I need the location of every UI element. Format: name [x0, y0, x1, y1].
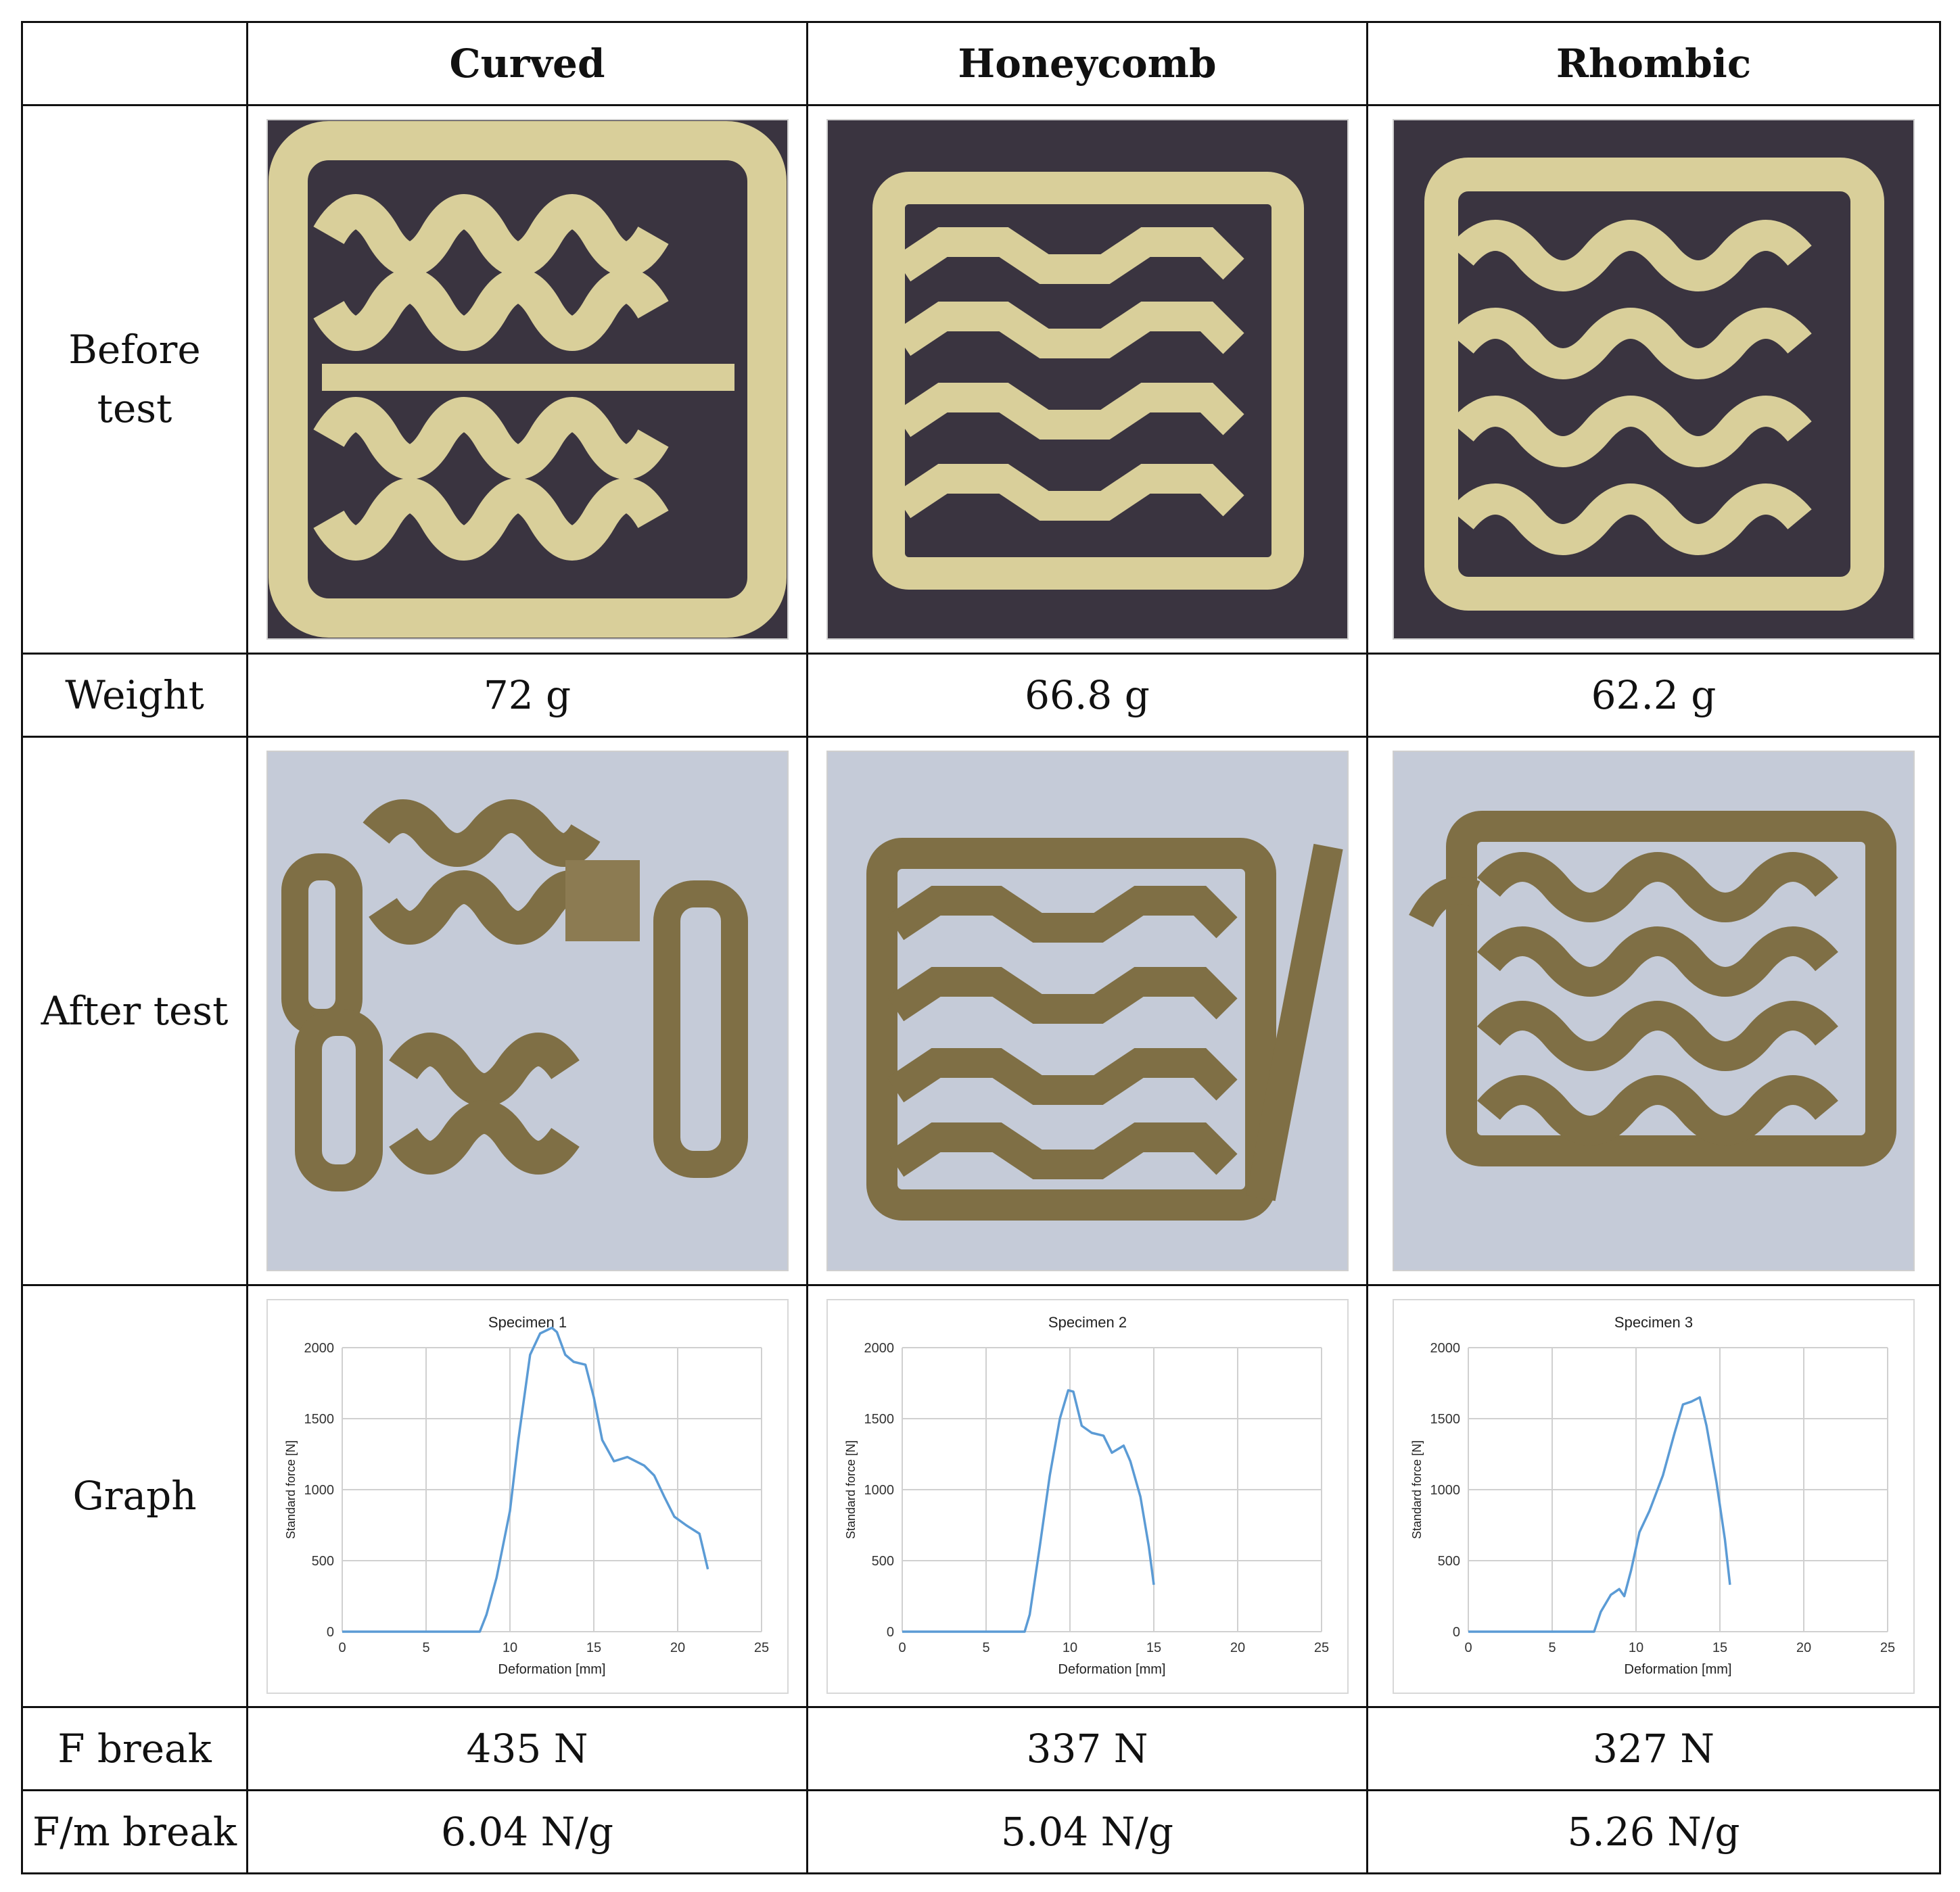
- f-break-honeycomb: 337 N: [806, 1706, 1368, 1791]
- f-break-rhombic: 327 N: [1366, 1706, 1941, 1791]
- x-axis-label: Deformation [mm]: [1625, 1662, 1732, 1677]
- y-tick-label: 500: [311, 1554, 333, 1569]
- y-tick-label: 2000: [864, 1341, 894, 1356]
- after-photo-cell-rhombic: [1366, 736, 1941, 1286]
- chart-title: Specimen 1: [488, 1314, 566, 1331]
- header-row: Curved Honeycomb Rhombic: [21, 21, 1941, 106]
- header-honeycomb: Honeycomb: [806, 21, 1368, 106]
- y-tick-label: 1500: [864, 1412, 894, 1427]
- x-tick-label: 15: [586, 1640, 601, 1655]
- y-tick-label: 500: [871, 1554, 893, 1569]
- y-tick-label: 2000: [304, 1341, 334, 1356]
- graph-label: Graph: [21, 1284, 248, 1708]
- after-photo-cell-curved: [246, 736, 808, 1286]
- y-tick-label: 1000: [864, 1483, 894, 1498]
- f-break-curved: 435 N: [246, 1706, 808, 1791]
- graph-cell-honeycomb: 0 500 1000 1500 2000 0 5 10 15 20 25 Specimen 2 Defo…: [806, 1284, 1368, 1708]
- weight-row: Weight 72 g 66.8 g 62.2 g: [21, 653, 1941, 738]
- x-tick-label: 0: [898, 1640, 906, 1655]
- x-tick-label: 20: [1230, 1640, 1244, 1655]
- y-tick-label: 1500: [304, 1412, 334, 1427]
- curved-after-photo: [266, 751, 789, 1271]
- rhombic-before-photo: [1393, 119, 1915, 640]
- weight-curved: 72 g: [246, 653, 808, 738]
- curved-before-photo: [266, 119, 789, 640]
- x-tick-label: 10: [1629, 1640, 1643, 1655]
- x-tick-label: 0: [1464, 1640, 1472, 1655]
- y-tick-label: 0: [886, 1625, 893, 1640]
- f-break-row: F break 435 N 337 N 327 N: [21, 1706, 1941, 1791]
- header-rhombic: Rhombic: [1366, 21, 1941, 106]
- fm-break-rhombic: 5.26 N/g: [1366, 1789, 1941, 1874]
- graph-cell-curved: 0 500 1000 1500 2000 0 5 10 15 20 25 Specimen 1 Defo…: [246, 1284, 808, 1708]
- x-tick-label: 10: [502, 1640, 517, 1655]
- honeycomb-before-photo: [826, 119, 1349, 640]
- y-tick-label: 0: [326, 1625, 333, 1640]
- chart-title: Specimen 2: [1048, 1314, 1126, 1331]
- y-tick-label: 0: [1453, 1625, 1460, 1640]
- x-tick-label: 5: [982, 1640, 989, 1655]
- weight-rhombic: 62.2 g: [1366, 653, 1941, 738]
- x-tick-label: 5: [1548, 1640, 1556, 1655]
- graph-row: Graph 0 500 1000 1500 2000 0 5 10 15 20 25 Specimen…: [21, 1284, 1941, 1708]
- x-tick-label: 15: [1146, 1640, 1161, 1655]
- y-tick-label: 1000: [1430, 1483, 1461, 1498]
- before-test-label-line1: Before: [68, 327, 201, 373]
- before-photo-cell-curved: [246, 104, 808, 655]
- x-tick-label: 25: [1313, 1640, 1328, 1655]
- before-test-label: Before test: [21, 104, 248, 655]
- fm-break-curved: 6.04 N/g: [246, 1789, 808, 1874]
- x-tick-label: 5: [422, 1640, 429, 1655]
- weight-label: Weight: [21, 653, 248, 738]
- force-deformation-line: [1468, 1396, 1731, 1633]
- x-tick-label: 10: [1062, 1640, 1077, 1655]
- fm-break-label: F/m break: [21, 1789, 248, 1874]
- chart-specimen-1: 0 500 1000 1500 2000 0 5 10 15 20 25 Specimen 1 Defo…: [266, 1298, 789, 1694]
- x-tick-label: 20: [1796, 1640, 1811, 1655]
- y-tick-label: 2000: [1430, 1341, 1461, 1356]
- honeycomb-after-photo: [826, 751, 1349, 1271]
- fm-break-row: F/m break 6.04 N/g 5.04 N/g 5.26 N/g: [21, 1789, 1941, 1874]
- x-tick-label: 15: [1712, 1640, 1727, 1655]
- x-tick-label: 25: [753, 1640, 768, 1655]
- after-photo-cell-honeycomb: [806, 736, 1368, 1286]
- graph-cell-rhombic: 0 500 1000 1500 2000 0 5 10 15 20 25 Specimen 3 Defo…: [1366, 1284, 1941, 1708]
- x-tick-label: 25: [1880, 1640, 1895, 1655]
- before-photo-cell-rhombic: [1366, 104, 1941, 655]
- x-tick-label: 20: [670, 1640, 684, 1655]
- fm-break-honeycomb: 5.04 N/g: [806, 1789, 1368, 1874]
- corner-cell: [21, 21, 248, 106]
- header-curved: Curved: [246, 21, 808, 106]
- chart-specimen-2: 0 500 1000 1500 2000 0 5 10 15 20 25 Specimen 2 Defo…: [826, 1298, 1349, 1694]
- y-axis-label: Standard force [N]: [844, 1440, 858, 1538]
- y-tick-label: 1500: [1430, 1412, 1461, 1427]
- before-photo-cell-honeycomb: [806, 104, 1368, 655]
- x-axis-label: Deformation [mm]: [498, 1662, 605, 1677]
- x-tick-label: 0: [338, 1640, 346, 1655]
- weight-honeycomb: 66.8 g: [806, 653, 1368, 738]
- y-tick-label: 1000: [304, 1483, 334, 1498]
- f-break-label: F break: [21, 1706, 248, 1791]
- y-tick-label: 500: [1438, 1554, 1460, 1569]
- rhombic-after-photo: [1393, 751, 1915, 1271]
- y-axis-label: Standard force [N]: [284, 1440, 298, 1538]
- chart-title: Specimen 3: [1614, 1314, 1693, 1331]
- force-deformation-line: [342, 1326, 709, 1633]
- after-test-row: After test: [21, 736, 1941, 1286]
- chart-specimen-3: 0 500 1000 1500 2000 0 5 10 15 20 25 Specimen 3 Defo…: [1393, 1298, 1915, 1694]
- force-deformation-line: [902, 1388, 1155, 1633]
- after-test-label: After test: [21, 736, 248, 1286]
- results-table: Curved Honeycomb Rhombic Before test: [21, 21, 1941, 1874]
- before-test-label-line2: test: [97, 385, 172, 431]
- y-axis-label: Standard force [N]: [1410, 1440, 1424, 1538]
- before-test-row: Before test: [21, 104, 1941, 655]
- x-axis-label: Deformation [mm]: [1058, 1662, 1165, 1677]
